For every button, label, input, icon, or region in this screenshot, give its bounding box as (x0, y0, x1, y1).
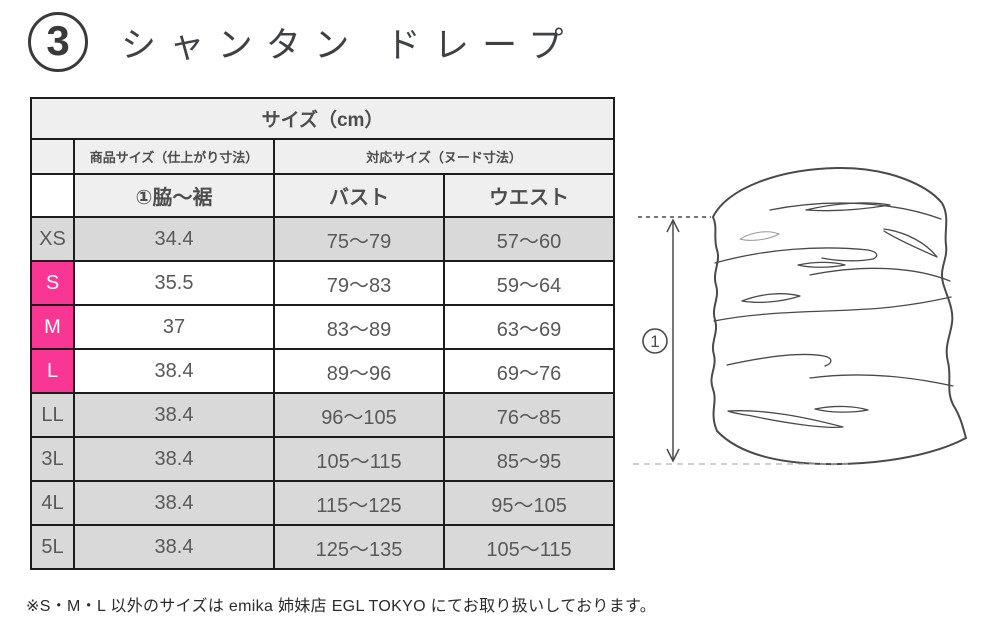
table-caption-row: サイズ（cm） (29, 97, 616, 140)
colhead-empty-cell (30, 173, 75, 218)
colhead-waki: ①脇〜裾 (73, 173, 275, 218)
item-number: 3 (46, 16, 70, 64)
table-subhead-row: 商品サイズ（仕上がり寸法） 対応サイズ（ヌード寸法） (30, 138, 616, 175)
length-dimension-arrow (666, 218, 680, 463)
waki-value: 38.4 (73, 392, 275, 438)
waist-value: 59〜64 (442, 260, 616, 306)
measure-number-badge: 1 (642, 328, 668, 354)
page-title: シャンタン ドレープ (121, 25, 577, 65)
table-colhead-row: ①脇〜裾 バスト ウエスト (30, 173, 616, 218)
size-label: LL (30, 392, 75, 438)
table-row-xs: XS 34.4 75〜79 57〜60 (30, 216, 616, 262)
size-table: サイズ（cm） 商品サイズ（仕上がり寸法） 対応サイズ（ヌード寸法） ①脇〜裾 … (29, 97, 616, 570)
item-number-badge: 3 (28, 12, 88, 72)
table-row-s: S 35.5 79〜83 59〜64 (30, 260, 616, 306)
size-label-highlighted: L (30, 348, 75, 394)
bust-value: 96〜105 (273, 392, 445, 438)
size-label: XS (30, 216, 75, 262)
bust-value: 79〜83 (273, 260, 445, 306)
bust-value: 75〜79 (273, 216, 445, 262)
garment-measurement-diagram: 1 (633, 166, 967, 466)
size-label: 3L (30, 436, 75, 482)
waki-value: 34.4 (73, 216, 275, 262)
waist-value: 76〜85 (442, 392, 616, 438)
bust-value: 125〜135 (273, 524, 445, 570)
size-label-highlighted: M (30, 304, 75, 350)
footnote: ※S・M・L 以外のサイズは emika 姉妹店 EGL TOKYO にてお取り… (26, 598, 657, 615)
bust-value: 115〜125 (273, 480, 445, 526)
size-label: 5L (30, 524, 75, 570)
waki-value: 38.4 (73, 348, 275, 394)
colhead-bust: バスト (273, 173, 445, 218)
bust-value: 105〜115 (273, 436, 445, 482)
product-size-header: 商品サイズ（仕上がり寸法） (73, 138, 275, 175)
page-header: 3 シャンタン ドレープ (28, 12, 577, 72)
waist-value: 95〜105 (442, 480, 616, 526)
table-row-l: L 38.4 89〜96 69〜76 (30, 348, 616, 394)
nude-size-header: 対応サイズ（ヌード寸法） (272, 138, 616, 175)
colhead-waist: ウエスト (442, 173, 616, 218)
table-caption: サイズ（cm） (29, 97, 616, 140)
size-label-highlighted: S (30, 260, 75, 306)
waki-value: 38.4 (73, 524, 275, 570)
waist-value: 57〜60 (442, 216, 616, 262)
waki-value: 38.4 (73, 480, 275, 526)
size-label: 4L (30, 480, 75, 526)
table-row-ll: LL 38.4 96〜105 76〜85 (30, 392, 616, 438)
table-row-3l: 3L 38.4 105〜115 85〜95 (30, 436, 616, 482)
waki-value: 37 (73, 304, 275, 350)
table-row-5l: 5L 38.4 125〜135 105〜115 (30, 524, 616, 570)
waist-value: 63〜69 (442, 304, 616, 350)
bust-value: 89〜96 (273, 348, 445, 394)
measure-number: 1 (650, 332, 659, 351)
waki-value: 35.5 (73, 260, 275, 306)
waist-value: 69〜76 (442, 348, 616, 394)
waist-value: 85〜95 (442, 436, 616, 482)
bust-value: 83〜89 (273, 304, 445, 350)
draped-garment-illustration (710, 166, 967, 466)
table-row-m: M 37 83〜89 63〜69 (30, 304, 616, 350)
table-row-4l: 4L 38.4 115〜125 95〜105 (30, 480, 616, 526)
waki-value: 38.4 (73, 436, 275, 482)
waist-value: 105〜115 (442, 524, 616, 570)
subhead-empty-cell (30, 138, 75, 175)
